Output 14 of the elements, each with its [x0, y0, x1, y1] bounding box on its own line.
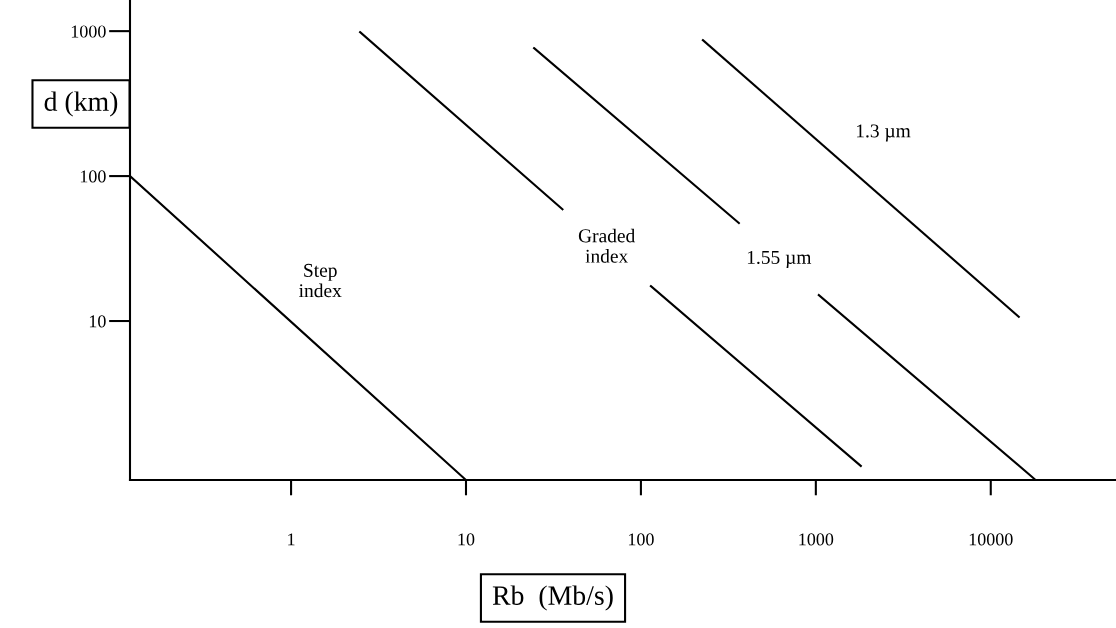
y-axis-title: d (km): [44, 91, 118, 117]
x-axis-title: Rb (Mb/s): [492, 585, 613, 611]
y-tick-label: 10: [89, 315, 106, 328]
x-tick-label: 10: [458, 533, 475, 546]
x-tick-label: 100: [628, 533, 654, 546]
x-tick-label: 1: [288, 533, 295, 546]
series-label: 1.55 µm: [747, 250, 812, 268]
series-label: 1.3 µm: [857, 124, 911, 142]
x-tick-label: 1000: [799, 533, 834, 546]
x-tick-label: 10000: [969, 533, 1013, 546]
series-label: Graded index: [578, 228, 636, 263]
series-label: Step index: [299, 263, 342, 298]
y-tick-label: 1000: [71, 25, 106, 38]
y-tick-label: 100: [80, 170, 106, 183]
